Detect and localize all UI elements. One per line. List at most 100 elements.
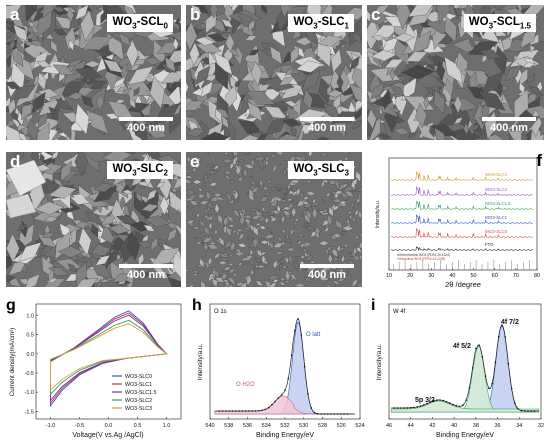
- cv-series-loop: [50, 323, 168, 392]
- xps-w4f-data-point: [468, 387, 471, 389]
- xps-o1s-data-point: [261, 409, 263, 412]
- xrd-ref-monoclinic: *Monoclinic WO3 (PDF# 43-1035): [397, 257, 445, 261]
- xps-o1s-x-tick-label: 524: [355, 423, 364, 429]
- xps-w4f-data-point: [458, 405, 461, 408]
- cv-y-label: Current density(mA/cm²): [9, 328, 16, 397]
- sample-name-b: WO3-SLC1: [288, 14, 354, 33]
- xps-w4f-x-label: Binding Energy/eV: [436, 432, 494, 439]
- cv-y-tick-label: -1.5: [25, 409, 34, 415]
- xps-w4f-data-point: [462, 404, 464, 406]
- sem-texture-e: [186, 152, 362, 287]
- sem-panel-b: b WO3-SLC1 400 nm: [186, 5, 362, 140]
- xps-w4f-data-point: [419, 405, 422, 407]
- xps-w4f-peak-5p-label: 5p 3/2: [415, 397, 435, 404]
- xps-w4f-data-point: [533, 410, 536, 412]
- xrd-series-line: [390, 214, 533, 224]
- xps-o1s-data-point: [290, 354, 293, 357]
- xps-w4f-data-point: [439, 399, 441, 401]
- xps-w4f-data-point: [523, 410, 526, 412]
- xps-o1s-data-point: [218, 410, 221, 412]
- xrd-series-line: [391, 246, 533, 252]
- xps-o1s-x-ticks: 540 538 536 534 532 530 528 526 524: [205, 417, 365, 429]
- cv-x-tick-label: 0.0: [105, 423, 113, 429]
- xps-o1s-curves: [214, 318, 356, 415]
- xrd-x-tick-label: 10: [386, 273, 392, 279]
- xrd-series-line: [391, 186, 533, 196]
- xrd-x-tick-label: 70: [513, 273, 519, 279]
- xps-w4f-data-point: [465, 399, 467, 401]
- xps-o1s-chart: h O 1s 540 538 536 534 532 530 528 526 524 O lat…: [192, 297, 365, 439]
- cv-y-tick-label: -0.5: [25, 371, 34, 377]
- xps-w4f-peak-52-label: 4f 5/2: [453, 343, 471, 350]
- xps-w4f-data-point: [504, 336, 506, 338]
- xps-w4f-data-point: [452, 403, 454, 406]
- xps-o1s-data-point: [333, 413, 335, 415]
- xrd-x-tick-label: 80: [534, 273, 540, 279]
- xps-o1s-data-point: [326, 413, 329, 415]
- xps-o1s-data-point: [310, 407, 313, 409]
- xps-o1s-data-point: [307, 393, 309, 395]
- cv-y-ticks: 1.0 0.5 0.0 -0.5 -1.0 -1.5: [25, 314, 38, 415]
- xps-o1s-data-point: [343, 413, 345, 415]
- xrd-series-line: [390, 171, 533, 181]
- scale-bar-d: 400 nm: [119, 264, 173, 281]
- xps-o1s-data-point: [271, 404, 273, 406]
- xps-o1s-x-tick-label: 536: [243, 423, 252, 429]
- xps-w4f-data-point: [530, 410, 532, 412]
- xps-o1s-data-point: [300, 334, 303, 336]
- xps-w4f-data-point: [510, 387, 513, 390]
- xps-w4f-data-point: [436, 399, 438, 401]
- cv-x-tick-label: -1.0: [46, 423, 55, 429]
- cv-x-label: Voltage(V vs.Ag /AgCl): [72, 432, 143, 439]
- cv-legend-entry: WO3-SLC1.5: [125, 390, 157, 396]
- xrd-x-tick-label: 40: [449, 273, 455, 279]
- panel-label-d: d: [10, 152, 21, 171]
- xps-w4f-data-point: [416, 406, 418, 408]
- xps-w4f-x-tick-label: 46: [386, 423, 392, 429]
- cv-chart: g 1.00.50.0-0.5-1.0-1.5 -1.0 -0.5 0.0 0.5 1.…: [6, 297, 182, 439]
- sem-panel-e: e WO3-SLC3 400 nm: [186, 152, 362, 287]
- xps-w4f-x-tick-label: 44: [408, 423, 414, 429]
- scale-bar-b: 400 nm: [300, 117, 354, 134]
- panel-label-h: h: [192, 297, 202, 314]
- xps-w4f-data-point: [449, 402, 451, 404]
- panel-label-i: i: [371, 297, 375, 314]
- xps-o1s-data-point: [320, 413, 322, 415]
- cv-legend: WO3-SLC0 WO3-SLC1 WO3-SLC1.5 WO3-SLC2 WO3-SL…: [112, 374, 157, 412]
- xps-w4f-data-point: [491, 382, 493, 385]
- xrd-series-label: WO3-SLC0: [485, 229, 508, 234]
- xps-o1s-data-point: [258, 410, 260, 412]
- scale-bar-c: 400 nm: [482, 117, 536, 134]
- xps-w4f-peak-72-label: 4f 7/2: [501, 319, 519, 326]
- xps-w4f-data-point: [400, 407, 402, 409]
- scale-bar-a: 400 nm: [119, 117, 173, 134]
- panel-label-e: e: [190, 152, 200, 171]
- xps-w4f-data-point: [497, 335, 500, 338]
- xrd-series-line: [390, 227, 533, 238]
- cv-y-tick-label: 1.0: [26, 314, 34, 320]
- xps-w4f-data-point: [432, 400, 435, 402]
- xps-o1s-data-point: [228, 410, 230, 412]
- xps-o1s-x-tick-label: 530: [299, 423, 308, 429]
- xps-o1s-data-point: [280, 394, 283, 396]
- xps-w4f-x-tick-label: 32: [538, 423, 544, 429]
- sem-texture-a: [6, 5, 181, 140]
- xrd-series-label: FTO: [485, 242, 494, 247]
- xps-w4f-data-point: [429, 401, 432, 403]
- xps-w4f-x-ticks: 46 44 42 40 38 36 34 32: [386, 417, 544, 429]
- xps-w4f-title: W 4f: [393, 309, 406, 315]
- xps-o1s-data-point: [313, 411, 316, 414]
- xps-w4f-data-point: [478, 344, 480, 346]
- xps-w4f-data-point: [520, 409, 523, 412]
- sample-name-d: WO3-SLC2: [107, 161, 173, 180]
- xps-w4f-data-point: [494, 361, 497, 364]
- xps-o1s-data-point: [303, 366, 306, 368]
- xrd-series-line: [391, 200, 533, 210]
- xps-o1s-data-point: [274, 400, 276, 403]
- xps-o1s-x-tick-label: 532: [280, 423, 289, 429]
- xps-o1s-data-point: [277, 397, 280, 399]
- xps-o1s-peak-h2o-label: O H2O: [236, 382, 255, 388]
- xps-o1s-x-tick-label: 526: [337, 423, 346, 429]
- xps-o1s-x-label: Binding Energy/eV: [256, 432, 314, 439]
- scale-bar-e: 400 nm: [300, 264, 354, 281]
